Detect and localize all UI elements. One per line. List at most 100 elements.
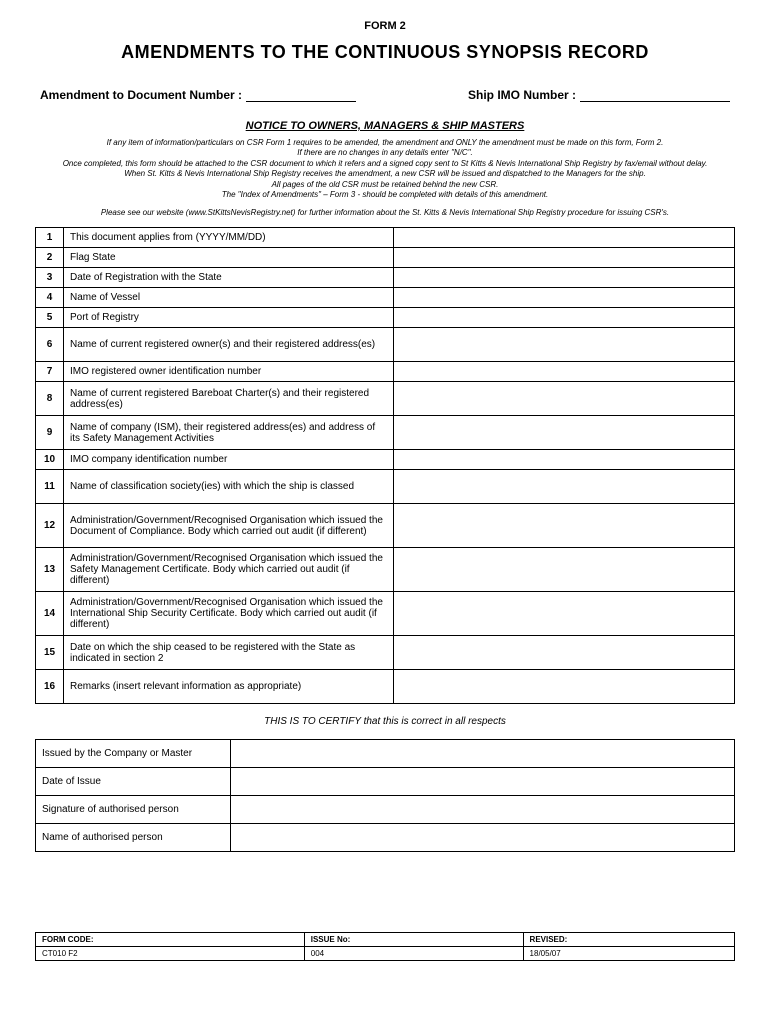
website-text: Please see our website (www.StKittsNevis… (35, 208, 735, 217)
row-desc: IMO registered owner identification numb… (64, 362, 394, 382)
row-value-cell[interactable] (394, 308, 735, 328)
row-value-cell[interactable] (394, 670, 735, 704)
row-value-cell[interactable] (394, 450, 735, 470)
table-row: 1This document applies from (YYYY/MM/DD) (36, 228, 735, 248)
row-value-cell[interactable] (394, 268, 735, 288)
row-value-cell[interactable] (394, 416, 735, 450)
row-number: 16 (36, 670, 64, 704)
sig-row: Name of authorised person (36, 824, 735, 852)
notice-line: When St. Kitts & Nevis International Shi… (124, 169, 646, 178)
row-desc: Date of Registration with the State (64, 268, 394, 288)
table-row: 13Administration/Government/Recognised O… (36, 548, 735, 592)
footer-code-label: FORM CODE: (36, 933, 305, 947)
notice-line: Once completed, this form should be atta… (63, 159, 708, 168)
row-number: 5 (36, 308, 64, 328)
row-desc: Name of current registered Bareboat Char… (64, 382, 394, 416)
row-desc: Date on which the ship ceased to be regi… (64, 636, 394, 670)
row-desc: Administration/Government/Recognised Org… (64, 504, 394, 548)
imo-number-input[interactable] (580, 88, 730, 102)
row-number: 15 (36, 636, 64, 670)
form-header: FORM 2 (35, 20, 735, 32)
row-desc: IMO company identification number (64, 450, 394, 470)
row-value-cell[interactable] (394, 362, 735, 382)
sig-row: Issued by the Company or Master (36, 740, 735, 768)
sig-row: Date of Issue (36, 768, 735, 796)
row-value-cell[interactable] (394, 382, 735, 416)
row-number: 1 (36, 228, 64, 248)
sig-value-cell[interactable] (231, 740, 735, 768)
doc-number-label: Amendment to Document Number : (40, 88, 242, 102)
doc-number-input[interactable] (246, 88, 356, 102)
main-title: AMENDMENTS TO THE CONTINUOUS SYNOPSIS RE… (35, 42, 735, 63)
row-value-cell[interactable] (394, 592, 735, 636)
row-desc: Port of Registry (64, 308, 394, 328)
notice-line: If there are no changes in any details e… (297, 148, 473, 157)
table-row: 14Administration/Government/Recognised O… (36, 592, 735, 636)
row-number: 2 (36, 248, 64, 268)
table-row: 12Administration/Government/Recognised O… (36, 504, 735, 548)
notice-line: If any item of information/particulars o… (107, 138, 664, 147)
imo-number-group: Ship IMO Number : (468, 88, 730, 102)
row-number: 13 (36, 548, 64, 592)
row-desc: Name of Vessel (64, 288, 394, 308)
row-value-cell[interactable] (394, 504, 735, 548)
row-value-cell[interactable] (394, 548, 735, 592)
footer-revised-label: REVISED: (523, 933, 734, 947)
notice-title: NOTICE TO OWNERS, MANAGERS & SHIP MASTER… (35, 120, 735, 132)
row-value-cell[interactable] (394, 328, 735, 362)
cert-text: THIS IS TO CERTIFY that this is correct … (35, 716, 735, 727)
table-row: 9Name of company (ISM), their registered… (36, 416, 735, 450)
imo-number-label: Ship IMO Number : (468, 88, 576, 102)
row-value-cell[interactable] (394, 248, 735, 268)
footer-issue-label: ISSUE No: (304, 933, 523, 947)
row-desc: Name of current registered owner(s) and … (64, 328, 394, 362)
doc-number-group: Amendment to Document Number : (40, 88, 356, 102)
sig-value-cell[interactable] (231, 796, 735, 824)
row-number: 4 (36, 288, 64, 308)
sig-label: Signature of authorised person (36, 796, 231, 824)
notice-text: If any item of information/particulars o… (35, 138, 735, 200)
row-number: 14 (36, 592, 64, 636)
row-number: 10 (36, 450, 64, 470)
table-row: 5Port of Registry (36, 308, 735, 328)
row-desc: This document applies from (YYYY/MM/DD) (64, 228, 394, 248)
table-row: 7IMO registered owner identification num… (36, 362, 735, 382)
table-row: 15Date on which the ship ceased to be re… (36, 636, 735, 670)
table-row: 6Name of current registered owner(s) and… (36, 328, 735, 362)
field-row: Amendment to Document Number : Ship IMO … (35, 88, 735, 102)
notice-line: All pages of the old CSR must be retaine… (272, 180, 499, 189)
sig-value-cell[interactable] (231, 768, 735, 796)
row-desc: Name of classification society(ies) with… (64, 470, 394, 504)
table-row: 10IMO company identification number (36, 450, 735, 470)
footer-code-val: CT010 F2 (36, 947, 305, 961)
main-table: 1This document applies from (YYYY/MM/DD)… (35, 227, 735, 704)
sig-label: Date of Issue (36, 768, 231, 796)
row-number: 8 (36, 382, 64, 416)
row-number: 12 (36, 504, 64, 548)
notice-line: The "Index of Amendments" – Form 3 - sho… (222, 190, 548, 199)
row-number: 9 (36, 416, 64, 450)
table-row: 16Remarks (insert relevant information a… (36, 670, 735, 704)
footer-issue-val: 004 (304, 947, 523, 961)
table-row: 2Flag State (36, 248, 735, 268)
footer-table: FORM CODE: ISSUE No: REVISED: CT010 F2 0… (35, 932, 735, 961)
row-value-cell[interactable] (394, 470, 735, 504)
row-value-cell[interactable] (394, 228, 735, 248)
row-value-cell[interactable] (394, 288, 735, 308)
signature-table: Issued by the Company or MasterDate of I… (35, 739, 735, 852)
row-number: 7 (36, 362, 64, 382)
row-desc: Flag State (64, 248, 394, 268)
row-desc: Administration/Government/Recognised Org… (64, 548, 394, 592)
sig-label: Name of authorised person (36, 824, 231, 852)
sig-value-cell[interactable] (231, 824, 735, 852)
row-number: 6 (36, 328, 64, 362)
row-number: 11 (36, 470, 64, 504)
footer-revised-val: 18/05/07 (523, 947, 734, 961)
table-row: 3Date of Registration with the State (36, 268, 735, 288)
table-row: 11Name of classification society(ies) wi… (36, 470, 735, 504)
row-value-cell[interactable] (394, 636, 735, 670)
row-desc: Administration/Government/Recognised Org… (64, 592, 394, 636)
table-row: 8Name of current registered Bareboat Cha… (36, 382, 735, 416)
table-row: 4Name of Vessel (36, 288, 735, 308)
row-desc: Remarks (insert relevant information as … (64, 670, 394, 704)
